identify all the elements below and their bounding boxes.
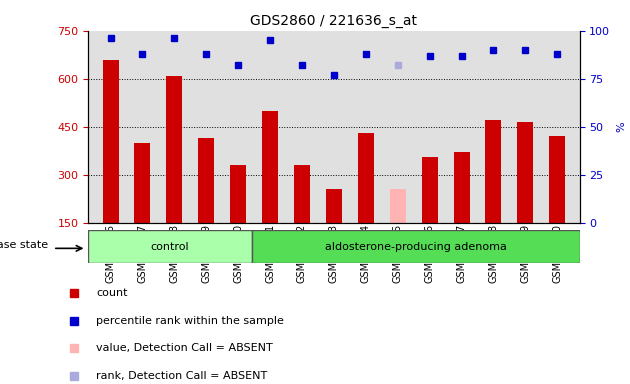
Text: aldosterone-producing adenoma: aldosterone-producing adenoma	[325, 242, 507, 252]
Bar	[454, 152, 469, 223]
Bar	[230, 165, 246, 223]
Bar	[549, 136, 565, 223]
Bar	[198, 138, 214, 223]
Text: control: control	[151, 242, 190, 252]
Bar	[166, 76, 182, 223]
Text: value, Detection Call = ABSENT: value, Detection Call = ABSENT	[96, 343, 273, 353]
Title: GDS2860 / 221636_s_at: GDS2860 / 221636_s_at	[250, 14, 418, 28]
Text: percentile rank within the sample: percentile rank within the sample	[96, 316, 284, 326]
Bar	[326, 189, 342, 223]
Text: disease state: disease state	[0, 240, 49, 250]
Y-axis label: %: %	[616, 121, 626, 132]
Bar	[88, 230, 252, 263]
Bar	[358, 133, 374, 223]
Bar	[390, 189, 406, 223]
Bar	[134, 143, 151, 223]
Bar	[252, 230, 580, 263]
Bar	[294, 165, 310, 223]
Text: rank, Detection Call = ABSENT: rank, Detection Call = ABSENT	[96, 371, 268, 381]
Bar	[262, 111, 278, 223]
Bar	[421, 157, 438, 223]
Text: count: count	[96, 288, 128, 298]
Bar	[517, 122, 534, 223]
Bar	[486, 120, 501, 223]
Bar	[103, 60, 118, 223]
